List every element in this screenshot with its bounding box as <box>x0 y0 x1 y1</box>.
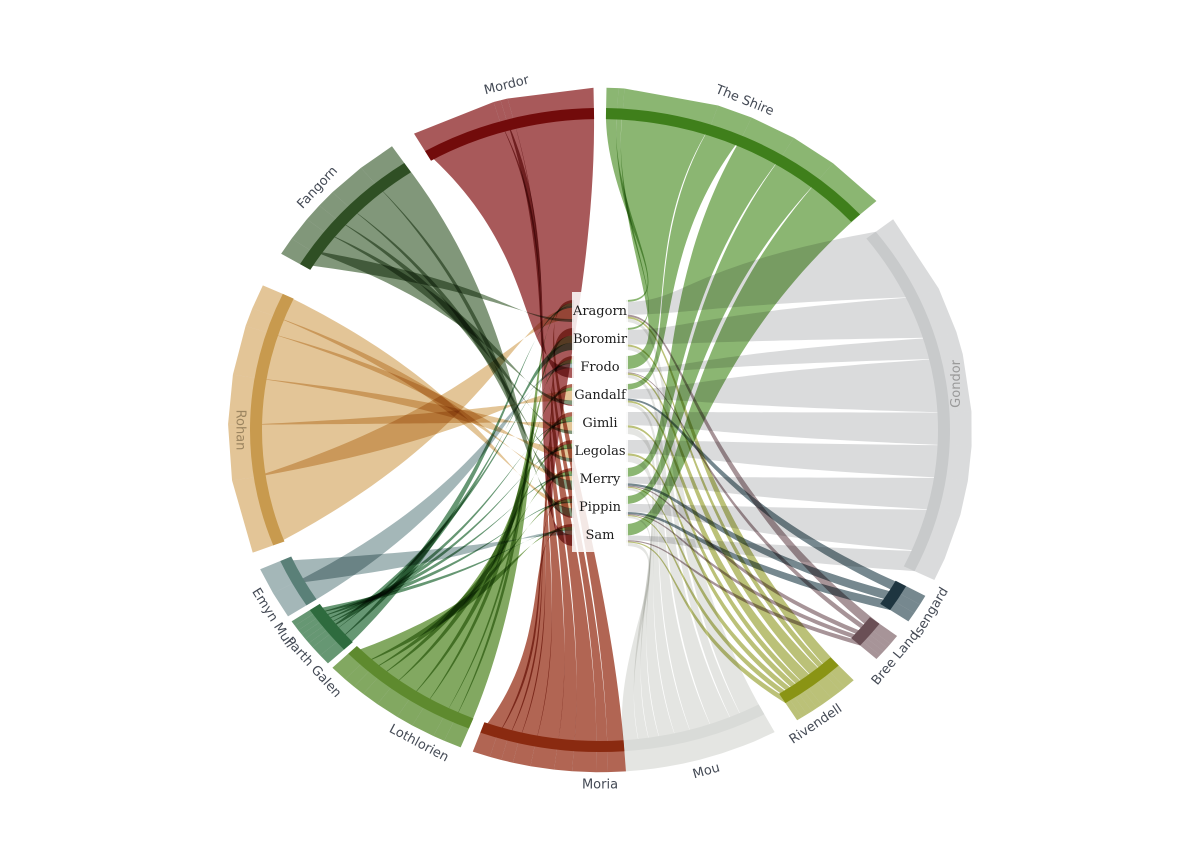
character-pippin[interactable]: Pippin <box>579 500 622 515</box>
label-rohan: Rohan <box>233 410 248 451</box>
chord-rohan-legolas <box>232 326 575 459</box>
chord-rohan-pippin <box>252 285 574 509</box>
chord-parth-galen-legolas <box>301 447 574 639</box>
arc-parth-galen[interactable] <box>309 603 353 650</box>
arc-moria[interactable] <box>480 722 625 752</box>
arc-emyn-muil[interactable] <box>280 556 317 606</box>
arc-fangorn[interactable] <box>299 163 411 270</box>
character-gandalf[interactable]: Gandalf <box>574 388 627 403</box>
character-column-bg <box>572 292 628 552</box>
arc-isengard[interactable] <box>880 580 907 611</box>
chord-moria-gandalf <box>549 384 577 772</box>
chord-emyn-muil-sam <box>260 530 574 594</box>
character-gimli[interactable]: Gimli <box>582 416 617 431</box>
chord-the-shire-gandalf <box>626 105 752 390</box>
location-arcs <box>249 108 951 752</box>
chord-fangorn-pippin <box>360 146 574 517</box>
chord-gondor-gimli <box>626 411 972 447</box>
arc-bree-land[interactable] <box>851 617 880 646</box>
chord-moria-sam <box>472 524 574 757</box>
label-mordor: Mordor <box>483 72 532 98</box>
chord-isengard-merry <box>626 483 920 614</box>
arc-gondor[interactable] <box>866 231 951 572</box>
chord-gondor-legolas <box>626 440 972 481</box>
chord-parth-galen-sam <box>291 529 574 626</box>
chord-mou-merry <box>626 487 667 769</box>
character-frodo[interactable]: Frodo <box>580 360 619 375</box>
arc-mou[interactable] <box>623 704 765 752</box>
chord-moria-frodo <box>550 356 597 773</box>
chord-bree-land-frodo <box>626 372 891 648</box>
chord-gondor-merry <box>626 476 968 515</box>
chord-rohan-merry <box>245 308 575 481</box>
arc-rivendell[interactable] <box>779 657 839 704</box>
chord-gondor-gandalf <box>626 354 972 413</box>
arc-the-shire[interactable] <box>605 108 861 222</box>
chord-mou-pippin <box>626 516 655 770</box>
chord-lothlorien-sam <box>332 526 574 680</box>
chord-gondor-aragorn <box>626 219 939 315</box>
character-legolas[interactable]: Legolas <box>574 444 625 459</box>
label-gondor: Gondor <box>949 359 964 407</box>
chord-bree-land-sam <box>626 540 881 660</box>
chord-bree-land-aragorn <box>626 314 898 644</box>
chord-moria-legolas <box>512 440 574 767</box>
character-merry[interactable]: Merry <box>580 472 621 487</box>
chord-gondor-boromir <box>626 288 957 345</box>
character-labels: Aragorn Boromir Frodo Gandalf Gimli Legolas Me… <box>572 292 628 552</box>
chord-rivendell-sam <box>626 541 803 721</box>
chord-mordor-frodo <box>414 102 574 378</box>
arc-rohan[interactable] <box>249 293 294 546</box>
arc-mordor[interactable] <box>425 108 595 161</box>
chord-the-shire-frodo <box>620 88 719 370</box>
character-sam[interactable]: Sam <box>586 528 615 543</box>
label-moria: Moria <box>582 778 618 793</box>
character-aragorn[interactable]: Aragorn <box>572 304 628 319</box>
chord-rohan-gandalf <box>228 390 574 481</box>
chord-parth-galen-gimli <box>305 420 574 644</box>
chord-mordor-sam <box>507 87 595 546</box>
label-mou: Mou <box>691 760 721 782</box>
chord-gondor-frodo <box>626 331 963 373</box>
arc-lothlorien[interactable] <box>348 646 474 729</box>
chord-moria-gimli <box>530 412 574 770</box>
chord-mou-sam <box>621 542 651 772</box>
character-boromir[interactable]: Boromir <box>573 332 628 347</box>
chord-emyn-muil-frodo <box>273 363 574 617</box>
chord-mou-legolas <box>626 455 683 767</box>
